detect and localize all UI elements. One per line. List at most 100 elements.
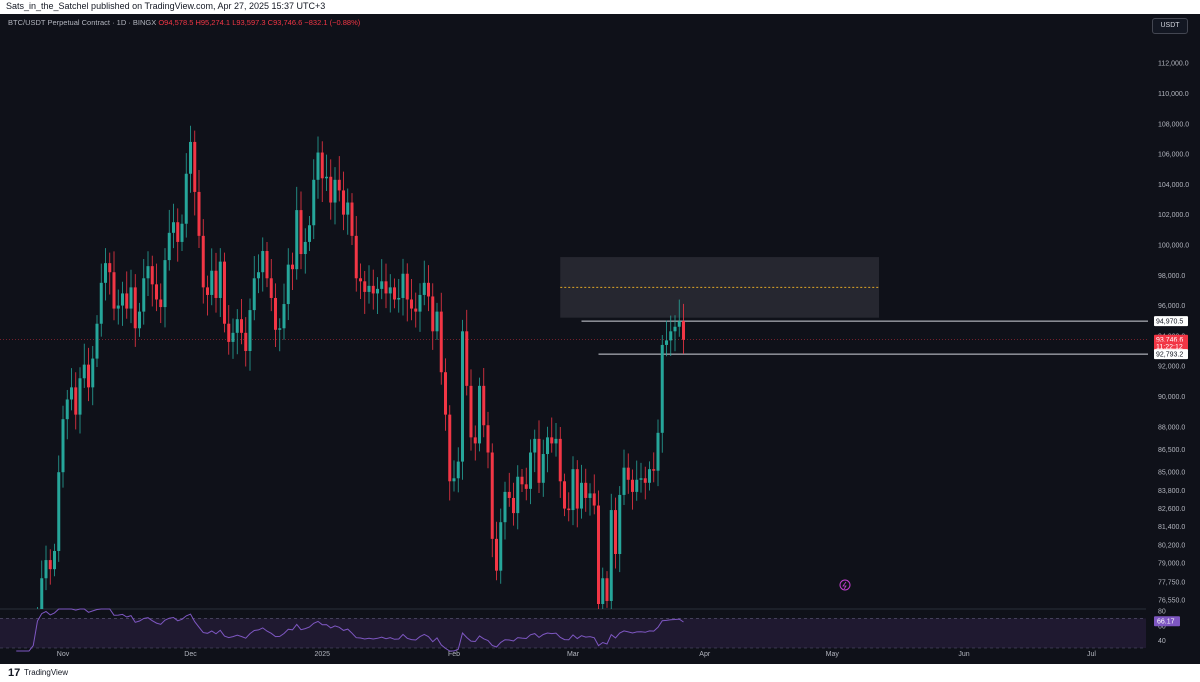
currency-button[interactable]: USDT (1152, 18, 1188, 34)
close-value: C93,746.6 (267, 18, 303, 27)
candle-body (95, 323, 99, 359)
y-tick-label: 85,000.0 (1158, 470, 1185, 477)
candle-body (495, 538, 498, 571)
candle-body (354, 235, 358, 279)
candle-body (240, 319, 243, 333)
low-value: L93,597.3 (232, 18, 266, 27)
lightning-icon-circle (839, 579, 851, 591)
candle-body (286, 264, 290, 305)
rsi-tick-label: 40 (1158, 638, 1166, 645)
candle-body (677, 321, 681, 327)
candle-body (418, 294, 422, 312)
candle-body (218, 261, 222, 298)
candle-body (57, 472, 61, 551)
candle-body (367, 285, 371, 292)
candle-body (125, 293, 129, 309)
candle-body (533, 438, 537, 453)
candle-body (74, 387, 78, 415)
candle-body (473, 437, 477, 444)
candle-body (605, 578, 609, 601)
candle-body (618, 494, 622, 555)
candle-body (99, 282, 103, 324)
price-label-box-0 (1154, 316, 1188, 327)
candle-body (116, 305, 120, 309)
candle-body (371, 285, 375, 294)
candle-body (482, 385, 486, 426)
candle-body (108, 263, 112, 273)
candle-body (299, 210, 303, 255)
candle-body (303, 241, 307, 255)
candle-body (312, 179, 316, 226)
candle-body (248, 310, 252, 351)
candle-body (486, 425, 490, 453)
candle-body (333, 179, 337, 203)
candle-body (622, 467, 626, 495)
x-tick-label: Nov (57, 651, 70, 658)
y-tick-label: 82,600.0 (1158, 506, 1185, 513)
lightning-icon[interactable] (839, 579, 851, 591)
candle-body (53, 550, 56, 570)
candle-body (643, 478, 647, 483)
change-value: −832.1 (−0.88%) (304, 18, 361, 27)
candle-body (614, 510, 617, 555)
candle-body (223, 261, 226, 324)
candle-body (346, 202, 350, 215)
rsi-value-label: 66.17 (1157, 619, 1175, 626)
candle-body (665, 340, 668, 345)
candle-body (197, 191, 201, 236)
candle-body (427, 282, 430, 297)
symbol-label: BTC/USDT Perpetual Contract · 1D · BINGX (8, 18, 157, 27)
candle-body (669, 331, 673, 341)
candle-body (507, 491, 511, 498)
candle-body (167, 232, 171, 261)
supply-zone (560, 257, 879, 318)
rsi-tick-label: 60 (1158, 623, 1166, 630)
candle-body (444, 372, 447, 415)
candle-body (384, 281, 388, 294)
candle-body (184, 173, 188, 224)
candle-body (609, 510, 613, 601)
candle-body (682, 321, 685, 340)
candle-body (422, 282, 426, 295)
candle-body (342, 190, 345, 215)
published-text: Sats_in_the_Satchel published on Trading… (6, 1, 326, 11)
x-tick-label: May (826, 651, 840, 658)
candle-body (206, 287, 209, 295)
candle-body (244, 332, 248, 351)
candle-body (490, 452, 494, 539)
candle-body (295, 210, 299, 270)
candle-body (112, 272, 116, 309)
candle-body (214, 270, 218, 298)
price-label-0: 94,970.5 (1156, 319, 1183, 326)
y-tick-label: 80,200.0 (1158, 542, 1185, 549)
candle-body (274, 297, 277, 330)
y-tick-label: 102,000.0 (1158, 212, 1189, 219)
candle-body (44, 560, 48, 579)
candle-body (393, 287, 396, 300)
candle-body (431, 296, 435, 332)
candle-body (554, 438, 558, 444)
candle-body (656, 432, 660, 471)
candle-body (316, 152, 320, 180)
candle-body (231, 332, 235, 342)
price-label-box-2 (1154, 341, 1188, 352)
candle-body (142, 278, 146, 312)
y-tick-label: 81,400.0 (1158, 524, 1185, 531)
candle-body (180, 223, 184, 242)
price-chart[interactable]: 112,000.0 110,000.0 108,000.0 106,000.0 104,… (0, 14, 1200, 664)
chart-legend: BTC/USDT Perpetual Contract · 1D · BINGX… (8, 18, 360, 27)
y-tick-label: 98,000.0 (1158, 273, 1185, 280)
candle-body (325, 176, 328, 179)
rsi-line (16, 608, 684, 652)
price-label-2: 11:22:12 (1156, 344, 1183, 351)
candle-body (529, 452, 532, 489)
candle-body (176, 222, 180, 242)
rsi-value-box (1154, 616, 1180, 627)
candle-body (155, 284, 158, 300)
chart-panel[interactable]: 112,000.0 110,000.0 108,000.0 106,000.0 104,… (0, 14, 1200, 664)
price-label-1: 93,746.6 (1156, 337, 1183, 344)
candle-body (503, 491, 507, 523)
candle-body (537, 438, 541, 483)
candle-body (269, 278, 273, 298)
candle-body (19, 652, 22, 660)
